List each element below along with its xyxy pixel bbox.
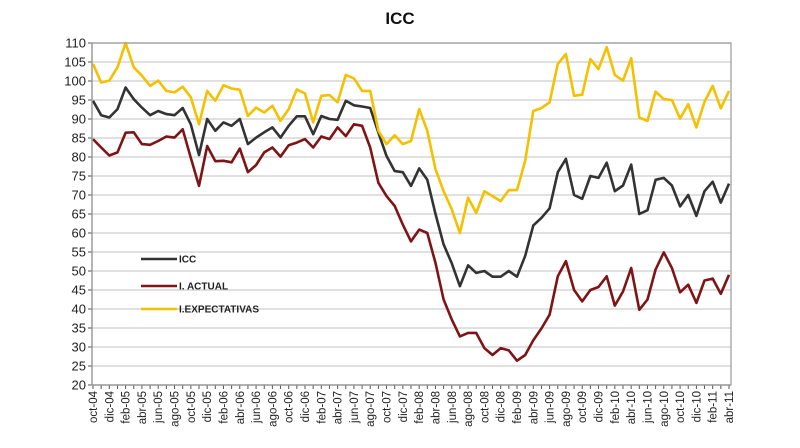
x-tick-label: feb-05 <box>121 391 133 424</box>
x-tick-label: ago-09 <box>561 391 573 427</box>
x-tick-label: oct-08 <box>479 391 491 423</box>
series-line-i-actual <box>92 123 731 362</box>
legend-label: ICC <box>179 255 196 266</box>
y-tick-label: 50 <box>72 264 86 279</box>
y-tick-label: 40 <box>72 302 86 317</box>
y-tick-label: 20 <box>72 378 86 393</box>
x-tick-label: dic-10 <box>691 391 703 422</box>
y-tick-label: 55 <box>72 245 86 260</box>
x-tick-label: abr-09 <box>528 391 540 424</box>
x-tick-label: dic-06 <box>300 391 312 422</box>
x-tick-label: jun-06 <box>251 391 263 424</box>
x-tick-label: abr-07 <box>333 391 345 424</box>
x-tick-label: abr-08 <box>430 391 442 424</box>
legend: ICC I. ACTUAL I.EXPECTATIVAS <box>141 255 259 316</box>
series-line-icc <box>91 86 731 288</box>
x-tick-label: oct-09 <box>577 391 589 423</box>
y-tick-label: 100 <box>64 74 86 89</box>
y-tick-label: 90 <box>72 112 86 127</box>
series-lines <box>91 41 731 362</box>
x-tick-label: jun-09 <box>545 391 557 424</box>
x-tick-label: feb-08 <box>414 391 426 424</box>
x-tick-label: ago-10 <box>659 391 671 427</box>
y-axis: 20 25 30 35 40 45 50 55 60 65 70 75 80 85 90 95 100 105 11… <box>64 36 93 393</box>
x-tick-label: oct-10 <box>675 391 687 423</box>
y-tick-label: 65 <box>72 207 86 222</box>
y-tick-label: 95 <box>72 93 86 108</box>
y-tick-label: 85 <box>72 131 86 146</box>
x-tick-label: jun-10 <box>642 391 654 424</box>
y-tick-label: 110 <box>65 36 86 51</box>
x-tick-label: abr-05 <box>137 391 149 424</box>
x-tick-label: feb-11 <box>708 391 720 423</box>
y-tick-label: 30 <box>72 340 86 355</box>
x-tick-label: oct-07 <box>382 391 394 423</box>
x-tick-label: jun-08 <box>447 391 459 424</box>
x-tick-label: oct-04 <box>88 390 100 423</box>
chart-title: ICC <box>385 9 414 28</box>
x-tick-label: dic-07 <box>398 391 410 422</box>
x-tick-label: dic-09 <box>594 391 606 422</box>
x-tick-label: ago-05 <box>170 391 182 427</box>
x-tick-label: abr-11 <box>724 391 736 423</box>
x-tick-label: dic-05 <box>202 391 214 422</box>
y-tick-label: 35 <box>72 321 86 336</box>
x-tick-label: dic-04 <box>104 390 116 422</box>
y-tick-label: 105 <box>64 55 86 70</box>
x-tick-label: ago-06 <box>267 391 279 427</box>
x-tick-label: abr-06 <box>235 391 247 424</box>
y-tick-label: 45 <box>72 283 86 298</box>
x-tick-label: feb-09 <box>512 391 524 424</box>
x-tick-label: ago-08 <box>463 391 475 427</box>
x-tick-label: dic-08 <box>496 391 508 422</box>
legend-label: I. ACTUAL <box>179 282 228 293</box>
x-tick-label: feb-06 <box>218 391 230 424</box>
x-axis: oct-04 dic-04 feb-05 abr-05 jun-05 ago-05 oct-… <box>88 384 736 427</box>
y-tick-label: 60 <box>72 226 86 241</box>
y-tick-label: 70 <box>72 188 86 203</box>
series-line-i-expectativas <box>91 41 731 235</box>
x-tick-label: jun-05 <box>153 391 165 424</box>
x-tick-label: feb-07 <box>316 391 328 424</box>
legend-label: I.EXPECTATIVAS <box>179 305 259 316</box>
plot-frame <box>91 42 732 386</box>
y-tick-label: 75 <box>72 169 86 184</box>
y-tick-label: 80 <box>72 150 86 165</box>
x-tick-label: ago-07 <box>365 391 377 427</box>
x-tick-label: oct-05 <box>186 391 198 423</box>
x-tick-label: feb-10 <box>610 391 622 424</box>
y-tick-label: 25 <box>72 359 86 374</box>
x-tick-label: abr-10 <box>626 391 638 424</box>
x-tick-label: oct-06 <box>284 391 296 423</box>
x-tick-label: jun-07 <box>349 391 361 424</box>
